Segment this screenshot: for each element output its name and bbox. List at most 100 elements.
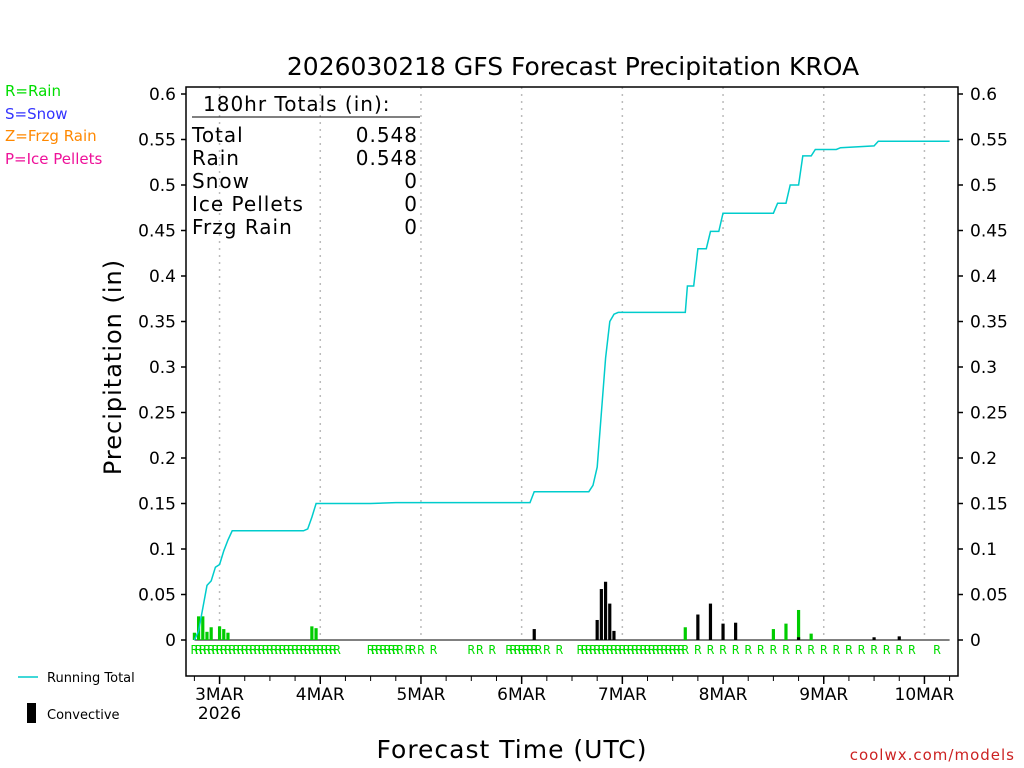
ptype-letter: R <box>333 643 341 657</box>
rain-bar <box>784 623 788 640</box>
ptype-letter: R <box>619 643 627 657</box>
rain-bar <box>217 626 222 640</box>
y-tick-label-left: 0.25 <box>138 404 176 424</box>
ptype-letter: R <box>250 643 258 657</box>
ptype-letter: R <box>652 643 660 657</box>
ptype-letter: R <box>669 643 677 657</box>
ptype-letter: R <box>631 643 639 657</box>
convective-bar <box>708 603 713 640</box>
y-tick-label-left: 0.2 <box>149 449 176 469</box>
x-tick-sublabel: 2026 <box>198 704 241 724</box>
convective-bar <box>595 619 599 640</box>
ptype-letter: R <box>212 643 220 657</box>
ptype-letter: R <box>266 643 274 657</box>
ptype-letter: R <box>623 643 631 657</box>
ptype-letter: R <box>602 643 610 657</box>
x-tick-label: 6MAR <box>497 685 546 705</box>
ptype-letter: R <box>476 643 484 657</box>
ptype-letter: R <box>514 643 522 657</box>
ptype-letter: R <box>577 643 585 657</box>
y-tick-label-right: 0.3 <box>970 358 997 378</box>
rain-bar <box>222 629 226 640</box>
ptype-letter: R <box>220 643 228 657</box>
gridlines <box>218 87 926 640</box>
ptype-letter: R <box>757 643 765 657</box>
ptype-letter: R <box>396 643 404 657</box>
totals-row-label: Snow <box>192 169 250 193</box>
ptype-letter: R <box>677 643 685 657</box>
ptype-letter: R <box>409 643 417 657</box>
y-tick-label-left: 0.05 <box>138 586 176 606</box>
rain-bar <box>226 632 230 640</box>
ptype-letter: R <box>665 643 673 657</box>
ptype-letter: R <box>489 643 497 657</box>
convective-swatch <box>27 703 36 723</box>
ptype-letter: R <box>371 643 379 657</box>
ptype-letter: R <box>321 643 329 657</box>
ptype-letter: R <box>254 643 262 657</box>
ptype-letter: R <box>883 643 891 657</box>
ptype-letter: R <box>808 643 816 657</box>
convective-legend: Convective <box>47 708 120 723</box>
rain-bar <box>796 609 801 640</box>
ptype-letter: R <box>820 643 828 657</box>
convective-bar <box>796 637 801 640</box>
ptype-letter: R <box>375 643 383 657</box>
ptype-letter: R <box>199 643 207 657</box>
convective-bar <box>603 581 608 640</box>
ptype-letter: R <box>388 643 396 657</box>
rain-bar <box>771 629 775 640</box>
ptype-letter: R <box>312 643 320 657</box>
ptype-letter: R <box>229 643 237 657</box>
ptype-letter: R <box>258 643 266 657</box>
rain-bar <box>209 627 213 640</box>
convective-bar <box>696 614 700 640</box>
x-tick-label: 5MAR <box>396 685 445 705</box>
y-tick-label-right: 0.45 <box>970 222 1008 242</box>
ptype-letter: R <box>745 643 753 657</box>
ptype-letter: R <box>405 643 413 657</box>
ptype-letter: R <box>694 643 702 657</box>
totals-row-label: Ice Pellets <box>192 192 304 216</box>
y-tick-label-left: 0.5 <box>149 176 176 196</box>
convective-bar <box>897 636 901 640</box>
y-tick-label-right: 0.05 <box>970 586 1008 606</box>
totals-row-label: Frzg Rain <box>192 215 293 239</box>
ptype-letter: R <box>581 643 589 657</box>
ptype-letter: R <box>384 643 392 657</box>
ptype-letter: R <box>283 643 291 657</box>
ptype-letter: R <box>237 643 245 657</box>
ptype-letter: R <box>648 643 656 657</box>
ptype-letter: R <box>367 643 375 657</box>
totals-header: 180hr Totals (in): <box>203 92 391 116</box>
ptype-letter: R <box>518 643 526 657</box>
convective-bar <box>872 637 876 640</box>
ptype-letter: R <box>510 643 518 657</box>
ptype-letter: R <box>380 643 388 657</box>
ptype-letter: R <box>216 643 224 657</box>
y-tick-label-right: 0.25 <box>970 404 1008 424</box>
ptype-letter: R <box>191 643 199 657</box>
rain-bar <box>201 616 205 640</box>
x-tick-label: 7MAR <box>598 685 647 705</box>
rain-bar <box>192 632 196 640</box>
x-tick-label: 3MAR <box>195 685 244 705</box>
ptype-letter: R <box>241 643 249 657</box>
ptype-letter: R <box>845 643 853 657</box>
ptype-letter: R <box>505 643 513 657</box>
totals-row-label: Total <box>191 123 244 147</box>
totals-row-value: 0 <box>404 169 418 193</box>
ptype-letter: R <box>610 643 618 657</box>
ptype-legend-frzg-rain: Z=Frzg Rain <box>5 127 97 145</box>
totals-row-label: Rain <box>192 146 240 170</box>
ptype-letter: R <box>556 643 564 657</box>
convective-bar <box>608 603 612 640</box>
ptype-letter: R <box>203 643 211 657</box>
y-tick-label-right: 0.6 <box>970 85 997 105</box>
convective-bar <box>599 589 603 640</box>
series-legend: Running Total Convective <box>18 671 135 723</box>
ptype-letter: R <box>615 643 623 657</box>
x-tick-label: 4MAR <box>296 685 345 705</box>
y-tick-label-left: 0.4 <box>149 267 176 287</box>
x-axis-label: Forecast Time (UTC) <box>377 735 648 764</box>
